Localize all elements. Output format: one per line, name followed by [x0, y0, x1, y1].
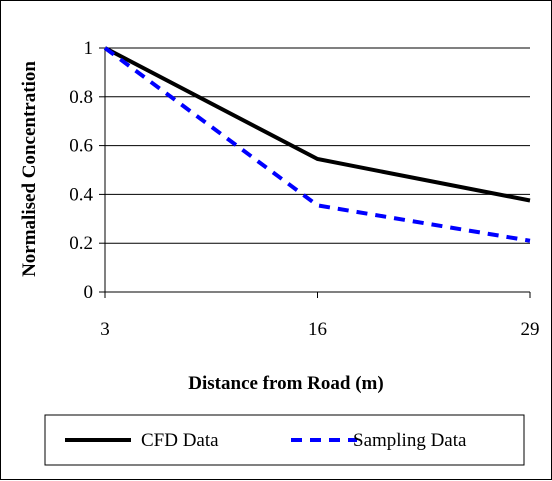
- gridlines: [105, 47, 530, 244]
- series-lines: [103, 46, 531, 243]
- x-tick-labels: 3 16 29: [100, 319, 539, 340]
- y-tick-labels: 0 0.2 0.4 0.6 0.8 1: [69, 38, 93, 303]
- legend: CFD Data Sampling Data: [44, 414, 525, 466]
- legend-label-0: CFD Data: [141, 430, 219, 451]
- y-tick-label: 0: [84, 282, 94, 303]
- y-axis-title: Normalised Concentration: [19, 61, 40, 277]
- x-tick-label: 29: [521, 319, 540, 340]
- legend-label-1: Sampling Data: [353, 430, 467, 451]
- y-tick-label: 0.8: [69, 87, 93, 108]
- axes: [99, 47, 531, 298]
- x-tick-label: 3: [100, 319, 110, 340]
- series-line-1: [103, 46, 531, 243]
- y-tick-label: 0.4: [69, 184, 93, 205]
- y-tick-label: 0.2: [69, 233, 93, 254]
- legend-items: CFD Data Sampling Data: [65, 430, 467, 451]
- x-axis-title: Distance from Road (m): [188, 373, 383, 394]
- y-tick-label: 0.6: [69, 136, 93, 157]
- y-tick-label: 1: [84, 38, 94, 59]
- series-line-0: [104, 46, 531, 203]
- x-tick-label: 16: [308, 319, 327, 340]
